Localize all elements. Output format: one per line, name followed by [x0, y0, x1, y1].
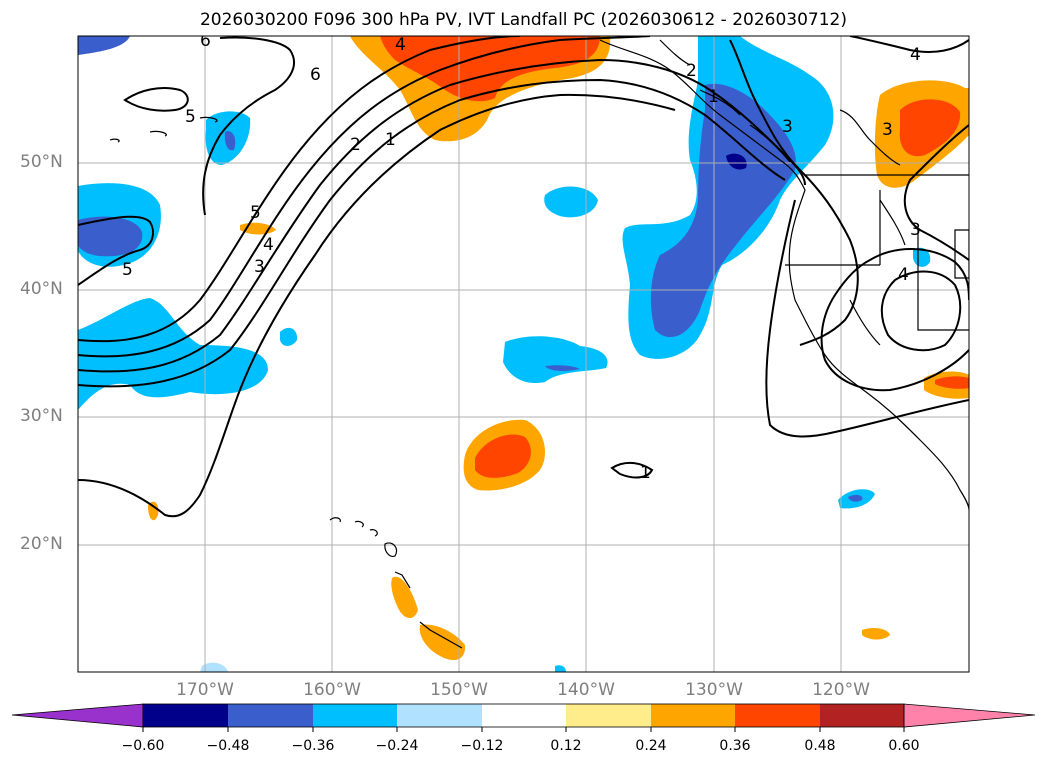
contour-label: 1 [708, 87, 719, 107]
contour-line [903, 124, 969, 261]
contour-line [610, 462, 654, 479]
contour-line [880, 270, 962, 352]
contour-line [820, 248, 969, 392]
longitude-label: 140°W [557, 680, 615, 700]
anomaly-field [503, 336, 608, 384]
colorbar-swatch [735, 704, 820, 727]
latitude-label: 40°N [20, 279, 63, 299]
latitude-label: 30°N [20, 406, 63, 426]
colorbar-tick-label: 0.12 [550, 738, 582, 754]
contour-line [78, 215, 154, 286]
colorbar-extend-high [903, 703, 1036, 728]
contour-labels: 6 5 4 3 2 1 5 4 3 2 1 3 4 4 3 5 1 6 [122, 31, 921, 483]
contour-line [765, 199, 969, 438]
contour-line [78, 58, 806, 373]
contour-line [849, 36, 969, 53]
contour-line [78, 93, 676, 518]
graticule [78, 36, 969, 672]
longitude-label: 130°W [685, 680, 743, 700]
contour-label: 4 [395, 35, 406, 55]
anomaly-field [650, 83, 796, 338]
negative-anomaly-fields [78, 36, 931, 672]
colorbar-tick-label: 0.24 [635, 738, 667, 754]
anomaly-field [862, 627, 890, 640]
contour-label: 5 [250, 203, 261, 223]
map-frame [77, 35, 970, 673]
colorbar-swatch [820, 704, 904, 727]
colorbar-tick-label: −0.60 [121, 738, 165, 754]
anomaly-field [935, 376, 969, 389]
colorbar-swatch [651, 704, 735, 727]
colorbar-swatch [482, 704, 566, 727]
anomaly-field [545, 365, 580, 371]
anomaly-field [391, 576, 418, 619]
colorbar-tick-label: 0.48 [804, 738, 836, 754]
colorbar-swatch [397, 704, 482, 727]
colorbar-swatch [228, 704, 313, 727]
contour-label: 6 [200, 31, 211, 51]
map-panel: 6 5 4 3 2 1 5 4 3 2 1 3 4 4 3 5 1 6 [78, 31, 969, 672]
contour-label: 3 [882, 120, 893, 140]
latitude-label: 50°N [20, 152, 63, 172]
contour-line [78, 36, 521, 343]
colorbar-tick-label: −0.12 [460, 738, 504, 754]
colorbar [11, 703, 1036, 732]
contour-label: 4 [263, 235, 274, 255]
contour-line [729, 39, 859, 346]
colorbar-swatch [313, 704, 397, 727]
anomaly-field [148, 501, 159, 521]
colorbar-swatch [143, 704, 228, 727]
pv-contours [78, 36, 969, 518]
anomaly-field [419, 624, 466, 661]
longitude-label: 120°W [812, 680, 870, 700]
page-title: 2026030200 F096 300 hPa PV, IVT Landfall… [199, 10, 847, 30]
colorbar-tick-label: −0.48 [206, 738, 250, 754]
contour-label: 3 [910, 220, 921, 240]
colorbar-tick-label: −0.36 [291, 738, 335, 754]
contour-label: 6 [310, 65, 321, 85]
anomaly-field [913, 247, 931, 267]
anomaly-field [899, 99, 961, 157]
anomaly-field [78, 216, 143, 257]
anomaly-field [544, 186, 598, 218]
anomaly-field [380, 36, 600, 102]
anomaly-field [78, 298, 268, 410]
colorbar-tick-label: −0.24 [375, 738, 419, 754]
anomaly-field [224, 131, 236, 151]
colorbar-tick-label: 0.36 [719, 738, 751, 754]
contour-label: 1 [640, 463, 651, 483]
contour-label: 2 [686, 61, 697, 81]
contour-label: 1 [385, 130, 396, 150]
colorbar-swatch [566, 704, 651, 727]
contour-label: 3 [254, 257, 265, 277]
anomaly-field [475, 434, 531, 478]
contour-label: 4 [910, 45, 921, 65]
coastlines [109, 39, 969, 649]
longitude-label: 150°W [430, 680, 488, 700]
longitude-label: 160°W [303, 680, 361, 700]
longitude-label: 170°W [176, 680, 234, 700]
colorbar-extend-low [11, 703, 144, 728]
contour-line [202, 36, 295, 216]
contour-label: 5 [185, 107, 196, 127]
contour-label: 5 [122, 260, 133, 280]
contour-label: 3 [782, 117, 793, 137]
contour-line [78, 36, 651, 358]
contour-line [123, 87, 189, 112]
anomaly-field [78, 36, 130, 55]
contour-label: 2 [350, 135, 361, 155]
latitude-label: 20°N [20, 534, 63, 554]
contour-line [78, 78, 786, 388]
anomaly-field [726, 153, 747, 170]
contour-label: 4 [898, 265, 909, 285]
anomaly-field [848, 494, 863, 502]
anomaly-field [555, 665, 566, 672]
anomaly-field [280, 327, 298, 346]
positive-anomaly-fields [148, 36, 969, 661]
anomaly-field [200, 662, 228, 672]
colorbar-tick-label: 0.60 [888, 738, 920, 754]
